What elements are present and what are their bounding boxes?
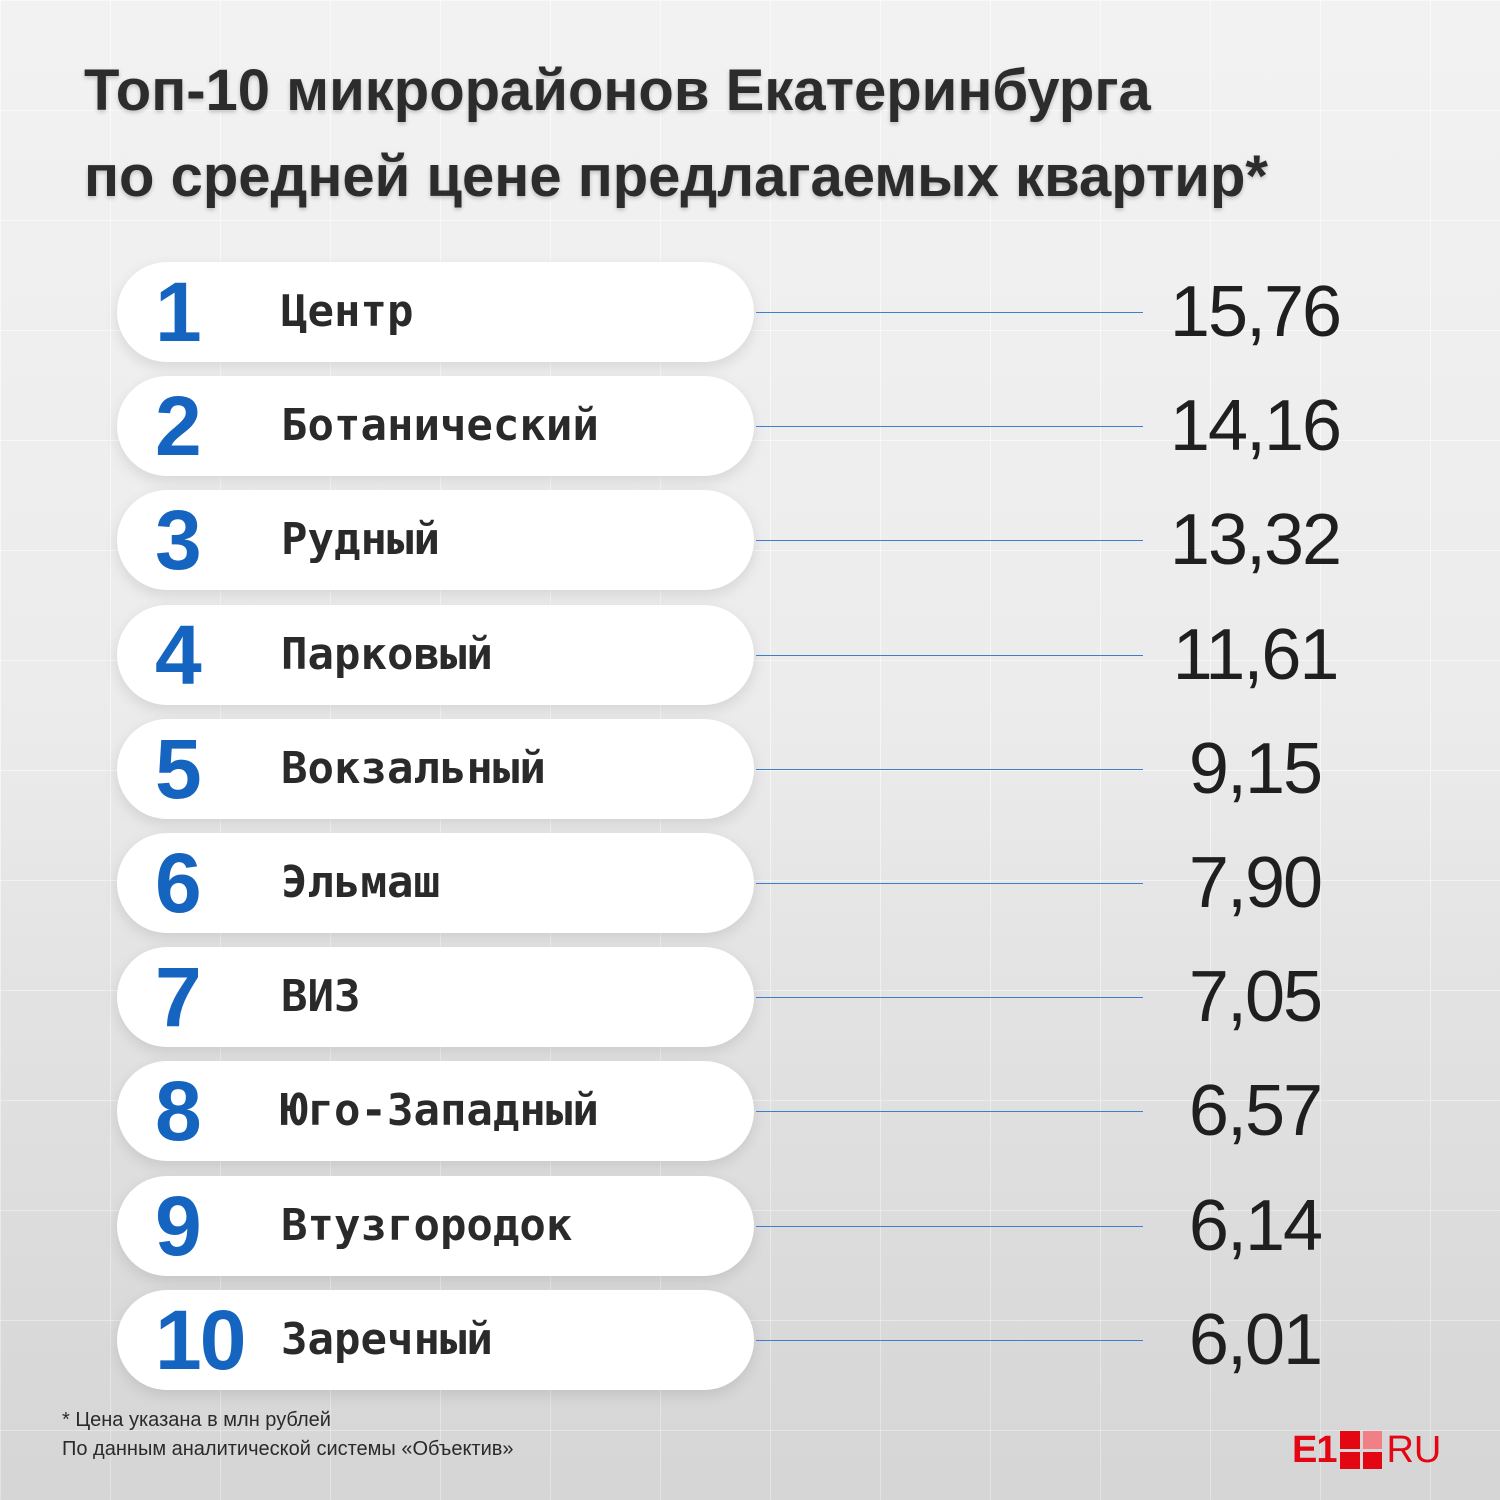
table-row: 6 Эльмаш 7,90 (0, 833, 1500, 933)
price-value: 6,57 (1188, 1071, 1323, 1151)
rank-number: 8 (155, 1064, 202, 1158)
table-row: 1 Центр 15,76 (0, 262, 1500, 362)
table-row: 7 ВИЗ 7,05 (0, 947, 1500, 1047)
connector-line (756, 540, 1143, 541)
rank-number: 1 (155, 265, 202, 359)
rank-number: 6 (155, 836, 202, 930)
rank-number: 7 (155, 950, 202, 1044)
connector-line (756, 997, 1143, 998)
district-name: Центр (281, 286, 414, 337)
table-row: 5 Вокзальный 9,15 (0, 719, 1500, 819)
district-name: Юго-Западный (281, 1085, 599, 1136)
logo-squares-icon (1340, 1431, 1383, 1469)
table-row: 10 Заречный 6,01 (0, 1290, 1500, 1390)
district-name: Заречный (281, 1314, 493, 1365)
rank-number: 3 (155, 493, 202, 587)
district-name: Втузгородок (281, 1200, 573, 1251)
district-name: Эльмаш (281, 857, 440, 908)
price-value: 6,01 (1188, 1300, 1323, 1380)
connector-line (756, 655, 1143, 656)
chart-title: Топ-10 микрорайонов Екатеринбурга по сре… (84, 48, 1268, 220)
row-pill (117, 947, 754, 1047)
source-note: По данным аналитической системы «Объекти… (62, 1438, 514, 1460)
connector-line (756, 312, 1143, 313)
rank-number: 2 (155, 379, 202, 473)
price-value: 11,61 (1172, 615, 1340, 695)
chart-title-line-2: по средней цене предлагаемых квартир* (84, 144, 1268, 209)
rank-number: 5 (155, 722, 202, 816)
price-value: 7,05 (1188, 957, 1323, 1037)
price-value: 9,15 (1188, 729, 1323, 809)
unit-note: * Цена указана в млн рублей (62, 1409, 331, 1431)
district-name: Ботанический (281, 400, 599, 451)
price-value: 6,14 (1188, 1186, 1323, 1266)
connector-line (756, 883, 1143, 884)
connector-line (756, 1340, 1143, 1341)
row-pill (117, 262, 754, 362)
table-row: 2 Ботанический 14,16 (0, 376, 1500, 476)
connector-line (756, 769, 1143, 770)
connector-line (756, 1111, 1143, 1112)
table-row: 3 Рудный 13,32 (0, 490, 1500, 590)
chart-title-line-1: Топ-10 микрорайонов Екатеринбурга (84, 58, 1151, 123)
district-name: Рудный (281, 514, 440, 565)
price-value: 13,32 (1169, 500, 1342, 580)
table-row: 9 Втузгородок 6,14 (0, 1176, 1500, 1276)
logo-ru-text: RU (1386, 1428, 1442, 1471)
logo-e1-text: E1 (1292, 1428, 1337, 1471)
district-name: Парковый (281, 629, 493, 680)
price-value: 15,76 (1169, 272, 1342, 352)
table-row: 4 Парковый 11,61 (0, 605, 1500, 705)
table-row: 8 Юго-Западный 6,57 (0, 1061, 1500, 1161)
connector-line (756, 426, 1143, 427)
price-value: 7,90 (1188, 843, 1323, 923)
rank-number: 4 (155, 608, 202, 702)
rank-number: 10 (155, 1293, 246, 1387)
district-name: ВИЗ (281, 971, 361, 1022)
footnote: * Цена указана в млн рублей По данным ан… (62, 1406, 514, 1464)
district-name: Вокзальный (281, 743, 546, 794)
price-value: 14,16 (1169, 386, 1342, 466)
rank-number: 9 (155, 1179, 202, 1273)
connector-line (756, 1226, 1143, 1227)
e1-logo[interactable]: E1 RU (1292, 1428, 1442, 1471)
